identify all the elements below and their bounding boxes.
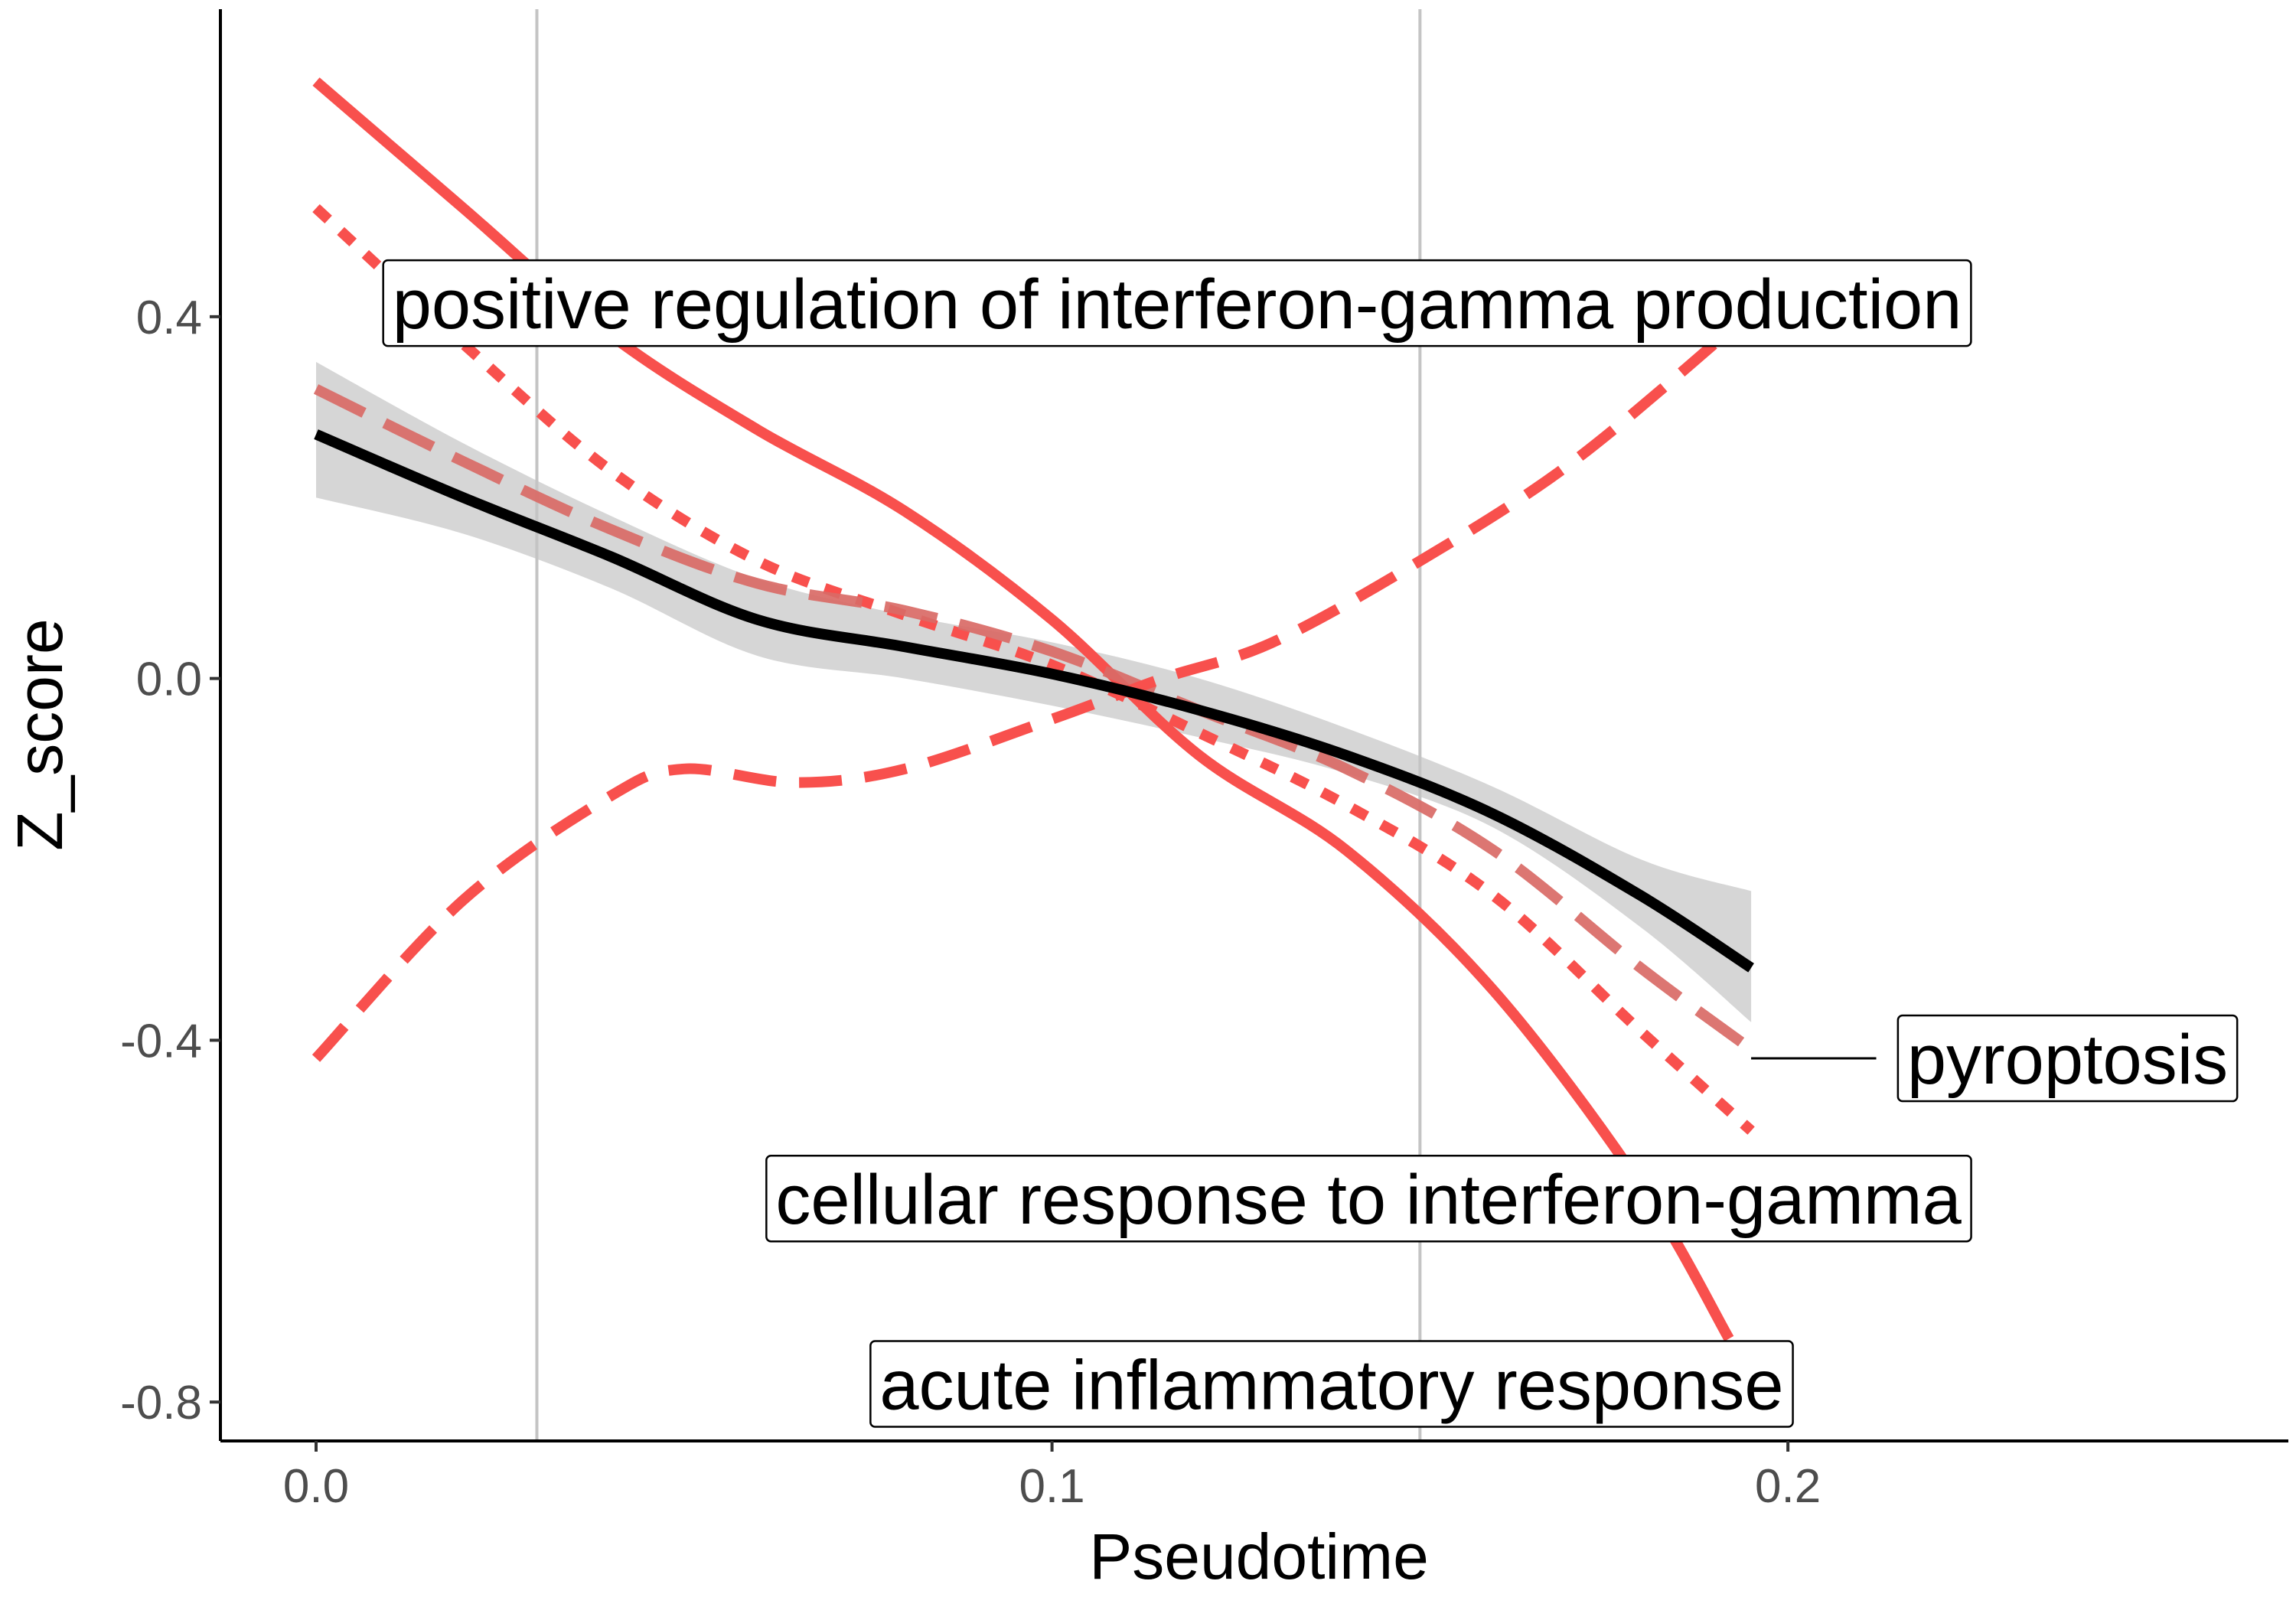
y-tick-label: -0.8 (120, 1377, 202, 1429)
y-tick-label: 0.4 (136, 292, 202, 344)
y-tick-label: -0.4 (120, 1015, 202, 1068)
series-line-dotted (312, 204, 1755, 1135)
label-text: acute inflammatory response (879, 1347, 1783, 1425)
label-box (1896, 1014, 2239, 1103)
confidence-ribbon (316, 362, 1752, 1022)
series-line-dashed (311, 303, 1756, 1062)
x-tick-label: 0.1 (1019, 1460, 1084, 1513)
tick-layer: 0.0 0.1 0.2 0.4 0.0 -0.4 -0.8 (120, 292, 1821, 1513)
y-axis-title: Z_score (4, 618, 76, 850)
mean-trend-line (314, 429, 1754, 973)
axes (219, 9, 2288, 1442)
label-text: positive regulation of interferon-gamma … (393, 266, 1962, 344)
annotation-layer: positive regulation of interferon-gamma … (382, 259, 2239, 1428)
label-text: pyroptosis (1907, 1021, 2228, 1099)
annotation-label: positive regulation of interferon-gamma … (382, 259, 1972, 347)
label-box (382, 259, 1972, 347)
annotation-label: pyroptosis (1751, 1014, 2239, 1103)
y-tick-label: 0.0 (136, 654, 202, 706)
label-box (765, 1154, 1972, 1243)
x-tick-label: 0.2 (1755, 1460, 1821, 1513)
series-line-longdash (313, 384, 1755, 1054)
label-box (869, 1340, 1794, 1428)
confidence-ribbon-layer (316, 362, 1752, 1022)
annotation-label: cellular response to interferon-gamma (765, 1154, 1972, 1243)
mean-line-layer (314, 429, 1754, 973)
annotation-label: acute inflammatory response (869, 1340, 1794, 1428)
label-text: cellular response to interferon-gamma (775, 1161, 1962, 1239)
x-tick-label: 0.0 (283, 1460, 349, 1513)
x-axis-title: Pseudotime (1089, 1521, 1429, 1592)
